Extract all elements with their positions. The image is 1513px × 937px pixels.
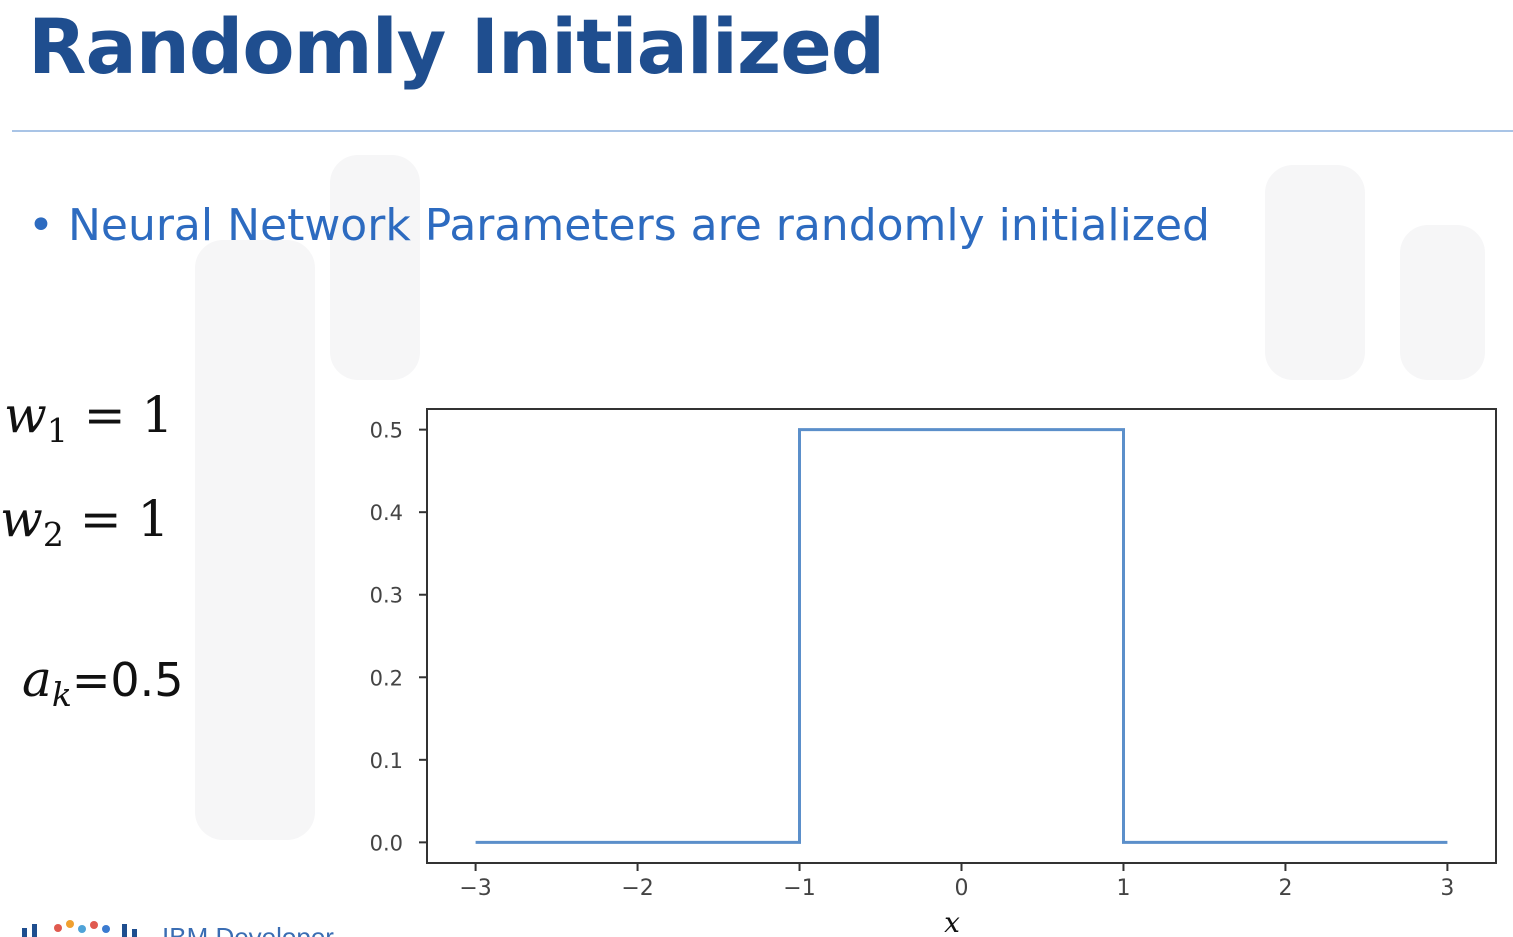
bullet-text: Neural Network Parameters are randomly i…	[67, 200, 1210, 251]
title-divider	[12, 130, 1513, 132]
equation-value: =0.5	[71, 653, 184, 707]
x-tick-label: 0	[955, 876, 969, 901]
equation-variable: w	[4, 386, 47, 444]
plot-background	[426, 408, 1497, 864]
x-axis-label: x	[944, 906, 960, 937]
x-tick-label: −3	[459, 876, 491, 901]
equation-ak: ak=0.5	[22, 650, 184, 711]
equation-variable: w	[0, 490, 43, 548]
ibm-developer-logo: IBM Developer	[10, 914, 350, 937]
equation-subscript: k	[51, 675, 72, 714]
y-tick-label: 0.2	[370, 666, 403, 690]
x-tick-label: 2	[1278, 876, 1292, 901]
y-axis: 0.0 0.1 0.2 0.3 0.4 0.5	[370, 419, 427, 855]
logo-mark-icon	[22, 920, 137, 937]
bullet-marker: •	[28, 200, 54, 251]
equation-variable: a	[22, 650, 52, 708]
background-shape	[1400, 225, 1485, 380]
y-tick-label: 0.0	[370, 831, 403, 855]
equation-subscript: 2	[42, 515, 64, 554]
bullet-point: • Neural Network Parameters are randomly …	[28, 200, 1210, 251]
x-tick-label: 3	[1440, 876, 1454, 901]
background-shape	[1265, 165, 1365, 380]
y-tick-label: 0.1	[370, 749, 403, 773]
equation-w1: w1 = 1	[4, 386, 174, 447]
equation-w2: w2 = 1	[0, 490, 170, 551]
x-tick-label: −2	[621, 876, 653, 901]
y-tick-label: 0.4	[370, 501, 403, 525]
background-shape	[330, 155, 420, 380]
logo-text: IBM Developer	[162, 922, 334, 937]
x-axis: −3 −2 −1 0 1 2 3	[459, 863, 1454, 901]
slide-title: Randomly Initialized	[28, 2, 885, 91]
equation-subscript: 1	[46, 411, 68, 450]
equation-value: = 1	[63, 490, 170, 548]
x-tick-label: 1	[1116, 876, 1130, 901]
background-shape	[195, 240, 315, 840]
series-line	[475, 428, 1448, 844]
y-tick-label: 0.5	[370, 419, 403, 443]
equation-value: = 1	[67, 386, 174, 444]
x-tick-label: −1	[783, 876, 815, 901]
y-tick-label: 0.3	[370, 584, 403, 608]
series-layer	[475, 428, 1448, 844]
